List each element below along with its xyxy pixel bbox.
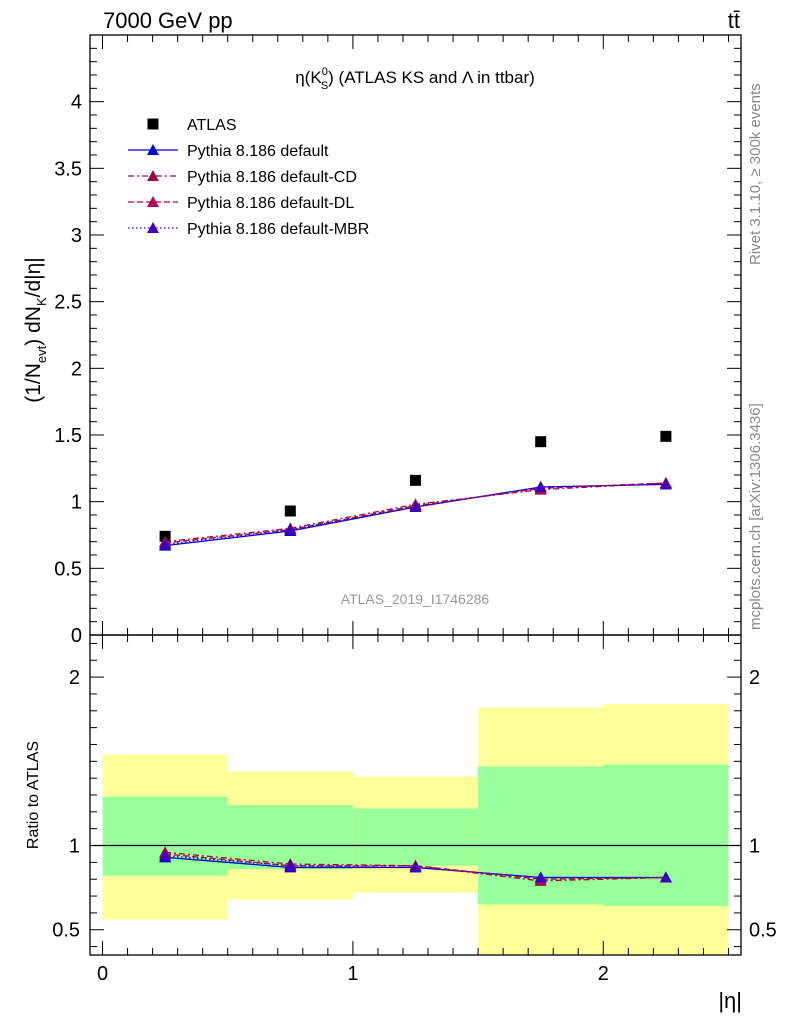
atlas-data-point — [660, 430, 672, 442]
legend: ATLAS Pythia 8.186 default Pythia 8.186 de… — [128, 117, 369, 238]
legend-marker-3 — [147, 196, 159, 207]
title-part-2: ) (ATLAS KS and Λ in ttbar) — [328, 68, 535, 87]
main-y-tick-label: 2 — [71, 358, 82, 380]
ratio-y-tick-label-right: 1 — [749, 836, 760, 858]
legend-marker-atlas — [147, 118, 159, 130]
main-series-marker-4 — [659, 478, 672, 490]
rivet-label: Rivet 3.1.10, ≥ 300k events — [747, 83, 764, 265]
ratio-y-label: Ratio to ATLAS — [25, 741, 42, 849]
main-y-tick-label: 0 — [71, 625, 82, 647]
main-series-marker-4 — [534, 481, 547, 492]
legend-label-3: Pythia 8.186 default-DL — [187, 195, 354, 212]
x-axis-label: |η| — [718, 988, 742, 1013]
plot-title: η(K0 S) (ATLAS KS and Λ in ttbar) — [295, 66, 535, 92]
atlas-data-point — [535, 436, 547, 448]
ratio-y-tick-label-left: 0.5 — [52, 920, 80, 942]
legend-label-0: ATLAS — [187, 117, 237, 134]
main-y-tick-label: 0.5 — [54, 558, 82, 580]
main-y-tick-label: 4 — [71, 92, 82, 114]
main-series-line-1 — [165, 483, 666, 547]
main-series-marker-4 — [284, 523, 297, 535]
legend-marker-1 — [147, 144, 159, 155]
ratio-series-marker-3 — [534, 871, 547, 883]
legend-label-1: Pythia 8.186 default — [187, 143, 329, 160]
ratio-series-line-2 — [165, 853, 666, 880]
ratio-panel: 0.5 0.5 1 1 2 2 0 1 2 — [52, 635, 777, 985]
main-y-tick-label: 1 — [71, 492, 82, 514]
main-y-label: (1/Nevt) dNK/d|η| — [22, 257, 49, 403]
ratio-y-tick-label-right: 0.5 — [749, 920, 777, 942]
main-y-tick-label: 3.5 — [54, 158, 82, 180]
analysis-label: ATLAS_2019_I1746286 — [341, 591, 490, 607]
legend-label-4: Pythia 8.186 default-MBR — [187, 221, 369, 238]
x-tick-label: 2 — [598, 963, 609, 985]
title-part-1: η(K — [295, 68, 322, 87]
atlas-data-point — [284, 505, 296, 517]
ratio-series-marker-3 — [409, 861, 422, 873]
uncertainty-band-inner — [603, 764, 729, 907]
ratio-series-marker-3 — [159, 849, 172, 861]
energy-label: 7000 GeV pp — [103, 8, 233, 33]
main-panel: 0 0.5 1 1.5 2 2.5 3 3.5 4 — [54, 35, 741, 647]
title-part-sup: 0 — [322, 66, 328, 78]
uncertainty-band-inner — [352, 808, 479, 866]
ratio-y-tick-label-left: 2 — [69, 667, 80, 689]
main-y-tick-label: 2.5 — [54, 292, 82, 314]
atlas-data-point — [410, 474, 421, 486]
ratio-series-marker-3 — [659, 871, 672, 883]
ratio-frame — [89, 634, 742, 956]
process-label: tt̄ — [728, 8, 740, 33]
main-series-marker-4 — [159, 538, 172, 550]
legend-marker-2 — [147, 170, 159, 181]
x-tick-label: 0 — [97, 963, 108, 985]
ratio-y-tick-label-left: 1 — [69, 836, 80, 858]
legend-label-2: Pythia 8.186 default-CD — [187, 169, 357, 186]
main-y-tick-label: 3 — [71, 225, 82, 247]
x-tick-label: 1 — [347, 963, 358, 985]
legend-marker-4 — [147, 222, 159, 233]
uncertainty-band-inner — [102, 796, 228, 876]
main-series-line-2 — [165, 482, 666, 543]
title-part-sub: S — [321, 80, 328, 92]
mcplots-label: mcplots.cern.ch [arXiv:1306.3436] — [747, 403, 764, 630]
ratio-series-marker-3 — [284, 859, 297, 871]
main-y-tick-label: 1.5 — [54, 425, 82, 447]
main-series-marker-4 — [409, 501, 422, 512]
ratio-y-tick-label-right: 2 — [749, 667, 760, 689]
